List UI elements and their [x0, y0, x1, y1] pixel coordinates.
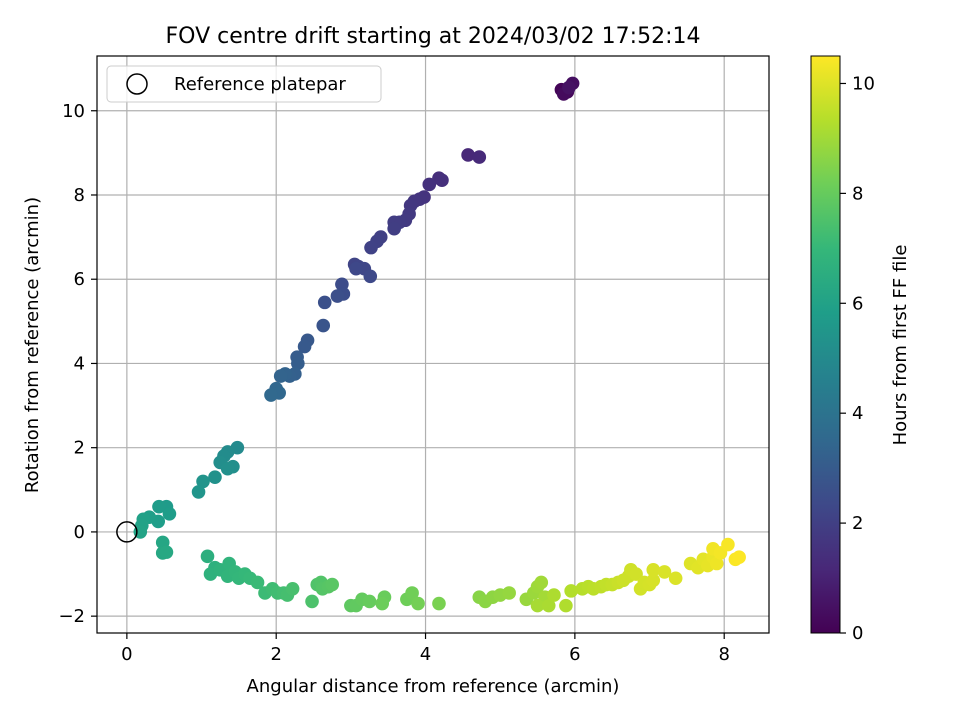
data-point — [196, 474, 210, 489]
x-axis-label: Angular distance from reference (arcmin) — [247, 676, 620, 697]
data-point — [325, 577, 340, 592]
data-point — [208, 470, 222, 484]
data-point — [657, 565, 672, 579]
data-point — [709, 556, 724, 571]
legend-entry-reference: Reference platepar — [174, 74, 346, 95]
data-point — [330, 289, 345, 303]
reference-platepar-marker — [116, 521, 138, 543]
data-point — [316, 318, 331, 333]
grid-lines — [97, 56, 769, 633]
colorbar-tick-label: 6 — [852, 293, 863, 314]
data-point — [732, 550, 746, 564]
data-point — [191, 485, 206, 499]
data-point — [349, 261, 363, 276]
y-tick-label: 10 — [62, 101, 85, 122]
data-point — [220, 461, 235, 476]
colorbar-tick-label: 4 — [852, 403, 863, 424]
data-point — [200, 549, 215, 564]
data-point — [646, 563, 661, 577]
data-point — [422, 177, 437, 192]
data-point — [152, 499, 166, 514]
data-point — [461, 148, 475, 162]
legend-box — [106, 65, 382, 103]
y-tick-label: 6 — [74, 269, 85, 290]
y-tick-label: 8 — [74, 185, 85, 206]
x-axis-ticks: 0 2 4 6 8 — [121, 633, 730, 665]
data-point — [502, 586, 516, 600]
x-tick-label: 2 — [270, 644, 281, 665]
data-point — [564, 584, 578, 598]
data-point — [363, 269, 378, 284]
data-point — [291, 356, 305, 371]
data-point — [273, 369, 288, 383]
reference-marker — [116, 521, 138, 543]
data-point — [411, 596, 425, 611]
data-point — [472, 150, 487, 164]
data-point — [547, 588, 561, 602]
data-point — [375, 596, 390, 611]
data-point — [668, 571, 683, 586]
data-point — [250, 575, 265, 590]
colorbar-tick-label: 0 — [852, 623, 863, 644]
data-point — [362, 594, 377, 609]
y-tick-label: 2 — [74, 438, 85, 459]
data-point — [435, 173, 449, 188]
x-tick-label: 4 — [420, 644, 431, 665]
data-point — [364, 240, 378, 255]
data-point — [432, 596, 446, 611]
data-point — [305, 594, 319, 609]
y-tick-label: 0 — [74, 522, 85, 543]
y-tick-label: 4 — [74, 353, 85, 374]
chart-title: FOV centre drift starting at 2024/03/02 … — [166, 24, 701, 49]
legend-marker — [126, 73, 148, 95]
data-point — [317, 295, 332, 310]
y-axis-label: Rotation from reference (arcmin) — [22, 197, 43, 493]
colorbar-ticks: 0 2 4 6 8 10 — [840, 73, 875, 644]
data-point — [559, 598, 573, 613]
x-tick-label: 0 — [121, 644, 132, 665]
data-point — [530, 598, 545, 613]
data-point — [297, 339, 312, 354]
colorbar-label: Hours from first FF file — [890, 245, 911, 446]
colorbar-tick-label: 2 — [852, 513, 863, 534]
data-points — [133, 76, 746, 613]
y-tick-label: −2 — [58, 606, 85, 627]
y-axis-ticks: −2 0 2 4 6 8 10 — [58, 101, 97, 627]
colorbar-tick-label: 10 — [852, 73, 875, 94]
data-point — [162, 507, 177, 521]
colorbar-tick-label: 8 — [852, 183, 863, 204]
data-point — [387, 221, 401, 236]
data-point — [405, 586, 419, 600]
data-point — [159, 545, 174, 559]
plot-frame — [96, 55, 770, 634]
data-point — [264, 388, 278, 402]
data-point — [534, 575, 549, 590]
data-point — [541, 598, 556, 613]
data-point — [721, 537, 735, 552]
x-tick-label: 6 — [569, 644, 580, 665]
data-point — [285, 581, 300, 596]
legend: Reference platepar — [106, 65, 382, 103]
colorbar — [810, 55, 841, 634]
data-point — [646, 573, 661, 588]
data-point — [629, 567, 643, 581]
data-point — [562, 80, 576, 95]
x-tick-label: 8 — [718, 644, 729, 665]
